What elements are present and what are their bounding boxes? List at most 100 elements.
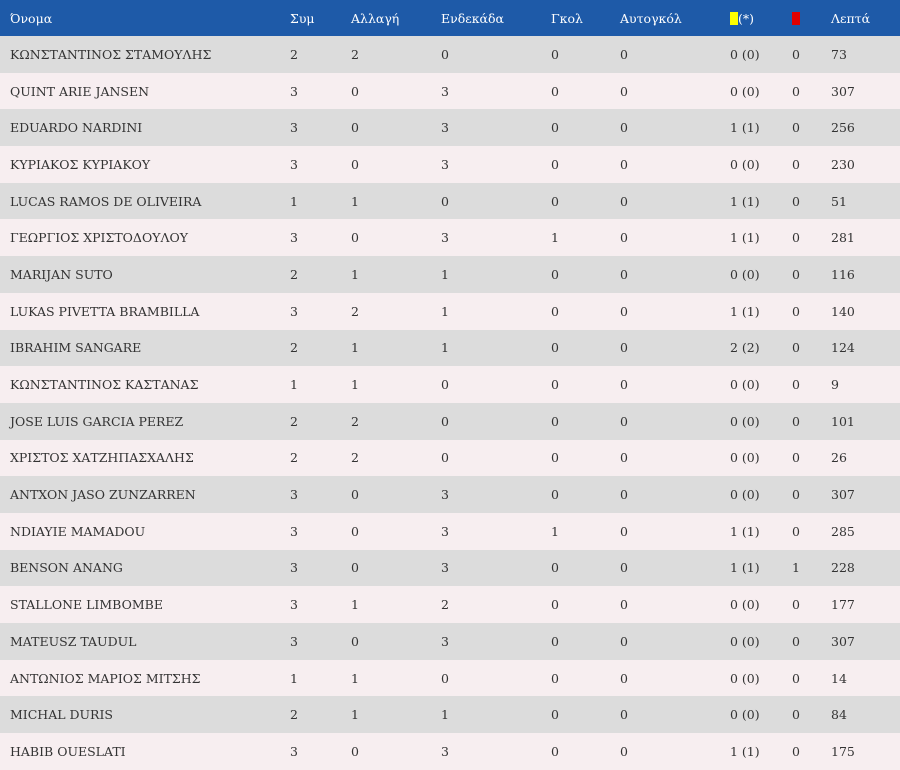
goals-cell: 0 xyxy=(551,487,559,503)
own-goals-cell: 0 xyxy=(620,266,628,282)
starting-eleven-cell: 3 xyxy=(441,230,449,246)
starting-eleven-cell: 0 xyxy=(441,46,449,62)
player-name-cell[interactable]: NDIAYIE MAMADOU xyxy=(10,523,146,539)
yellow-cards-cell: 0 (0) xyxy=(730,413,760,429)
column-header-lepta[interactable]: Λεπτά xyxy=(831,10,871,26)
player-name-cell[interactable]: BENSON ANANG xyxy=(10,560,123,576)
goals-cell: 0 xyxy=(551,120,559,136)
column-header-autogkol[interactable]: Αυτογκόλ xyxy=(620,10,682,26)
player-name-cell[interactable]: LUCAS RAMOS DE OLIVEIRA xyxy=(10,193,202,209)
starting-eleven-cell: 1 xyxy=(441,303,449,319)
minutes-cell: 73 xyxy=(831,46,847,62)
minutes-cell: 9 xyxy=(831,377,839,393)
player-name-cell[interactable]: ANTXON JASO ZUNZARREN xyxy=(10,487,196,503)
goals-cell: 0 xyxy=(551,670,559,686)
table-row: STALLONE LIMBOMBE 3 1 2 0 0 0 (0) 0 177 xyxy=(0,586,900,623)
minutes-cell: 14 xyxy=(831,670,847,686)
substitutions-cell: 1 xyxy=(351,377,359,393)
table-row: ΧΡΙΣΤΟΣ ΧΑΤΖΗΠΑΣΧΑΛΗΣ 2 2 0 0 0 0 (0) 0 26 xyxy=(0,439,900,477)
table-row: LUCAS RAMOS DE OLIVEIRA 1 1 0 0 0 1 (1) 0 51 xyxy=(0,182,900,220)
table-row: IBRAHIM SANGARE 2 1 1 0 0 2 (2) 0 124 xyxy=(0,329,900,367)
player-name-cell[interactable]: HABIB OUESLATI xyxy=(10,743,126,759)
player-name-cell[interactable]: ΓΕΩΡΓΙΟΣ ΧΡΙΣΤΟΔΟΥΛΟΥ xyxy=(10,230,188,246)
player-name-cell[interactable]: MATEUSZ TAUDUL xyxy=(10,633,137,649)
table-row: MARIJAN SUTO 2 1 1 0 0 0 (0) 0 116 xyxy=(0,256,900,293)
red-cards-cell: 0 xyxy=(792,743,800,759)
appearances-cell: 3 xyxy=(290,120,298,136)
column-header-yellow-cards[interactable]: (*) xyxy=(730,11,792,26)
starting-eleven-cell: 1 xyxy=(441,340,449,356)
table-row: QUINT ARIE JANSEN 3 0 3 0 0 0 (0) 0 307 xyxy=(0,72,900,110)
own-goals-cell: 0 xyxy=(620,120,628,136)
yellow-cards-cell: 0 (0) xyxy=(730,487,760,503)
appearances-cell: 3 xyxy=(290,597,298,613)
yellow-cards-cell: 1 (1) xyxy=(730,193,760,209)
table-row: ΚΥΡΙΑΚΟΣ ΚΥΡΙΑΚΟΥ 3 0 3 0 0 0 (0) 0 230 xyxy=(0,146,900,183)
player-name-cell[interactable]: MICHAL DURIS xyxy=(10,707,113,723)
goals-cell: 0 xyxy=(551,413,559,429)
yellow-cards-cell: 0 (0) xyxy=(730,707,760,723)
minutes-cell: 51 xyxy=(831,193,847,209)
player-name-cell[interactable]: ΑΝΤΩΝΙΟΣ ΜΑΡΙΟΣ ΜΙΤΣΗΣ xyxy=(10,670,201,686)
player-name-cell[interactable]: ΧΡΙΣΤΟΣ ΧΑΤΖΗΠΑΣΧΑΛΗΣ xyxy=(10,450,194,466)
yellow-cards-cell: 0 (0) xyxy=(730,377,760,393)
minutes-cell: 307 xyxy=(831,487,855,503)
red-cards-cell: 0 xyxy=(792,597,800,613)
goals-cell: 0 xyxy=(551,377,559,393)
player-name-cell[interactable]: IBRAHIM SANGARE xyxy=(10,340,142,356)
goals-cell: 1 xyxy=(551,523,559,539)
player-name-cell[interactable]: ΚΩΝΣΤΑΝΤΙΝΟΣ ΚΑΣΤΑΝΑΣ xyxy=(10,377,199,393)
goals-cell: 0 xyxy=(551,266,559,282)
own-goals-cell: 0 xyxy=(620,707,628,723)
own-goals-cell: 0 xyxy=(620,523,628,539)
minutes-cell: 285 xyxy=(831,523,855,539)
minutes-cell: 84 xyxy=(831,707,847,723)
appearances-cell: 2 xyxy=(290,340,298,356)
column-header-gkol[interactable]: Γκολ xyxy=(551,10,583,26)
red-cards-cell: 1 xyxy=(792,560,800,576)
column-header-name[interactable]: Όνομα xyxy=(10,10,53,26)
own-goals-cell: 0 xyxy=(620,413,628,429)
own-goals-cell: 0 xyxy=(620,156,628,172)
goals-cell: 0 xyxy=(551,83,559,99)
appearances-cell: 2 xyxy=(290,450,298,466)
yellow-cards-cell: 0 (0) xyxy=(730,670,760,686)
goals-cell: 0 xyxy=(551,193,559,209)
appearances-cell: 2 xyxy=(290,46,298,62)
red-cards-cell: 0 xyxy=(792,266,800,282)
red-cards-cell: 0 xyxy=(792,377,800,393)
table-header: Όνομα Συμ Αλλαγή Ενδεκάδα Γκολ Αυτογκόλ … xyxy=(0,0,900,36)
substitutions-cell: 2 xyxy=(351,413,359,429)
red-cards-cell: 0 xyxy=(792,707,800,723)
column-header-red-cards[interactable] xyxy=(792,11,831,26)
table-row: ANTXON JASO ZUNZARREN 3 0 3 0 0 0 (0) 0 307 xyxy=(0,476,900,513)
column-header-endekada[interactable]: Ενδεκάδα xyxy=(441,10,504,26)
starting-eleven-cell: 0 xyxy=(441,450,449,466)
substitutions-cell: 1 xyxy=(351,266,359,282)
column-header-allagi[interactable]: Αλλαγή xyxy=(351,10,400,26)
appearances-cell: 3 xyxy=(290,83,298,99)
appearances-cell: 1 xyxy=(290,377,298,393)
player-name-cell[interactable]: LUKAS PIVETTA BRAMBILLA xyxy=(10,303,200,319)
player-name-cell[interactable]: ΚΩΝΣΤΑΝΤΙΝΟΣ ΣΤΑΜΟΥΛΗΣ xyxy=(10,46,212,62)
starting-eleven-cell: 2 xyxy=(441,597,449,613)
player-name-cell[interactable]: ΚΥΡΙΑΚΟΣ ΚΥΡΙΑΚΟΥ xyxy=(10,156,151,172)
table-row: ΓΕΩΡΓΙΟΣ ΧΡΙΣΤΟΔΟΥΛΟΥ 3 0 3 1 0 1 (1) 0 281 xyxy=(0,219,900,257)
table-body: ΚΩΝΣΤΑΝΤΙΝΟΣ ΣΤΑΜΟΥΛΗΣ 2 2 0 0 0 0 (0) 0 73 QUINT… xyxy=(0,36,900,770)
table-row: HABIB OUESLATI 3 0 3 0 0 1 (1) 0 175 xyxy=(0,733,900,770)
red-cards-cell: 0 xyxy=(792,303,800,319)
appearances-cell: 3 xyxy=(290,523,298,539)
column-header-sym[interactable]: Συμ xyxy=(290,10,315,26)
red-cards-cell: 0 xyxy=(792,450,800,466)
player-name-cell[interactable]: STALLONE LIMBOMBE xyxy=(10,597,163,613)
player-name-cell[interactable]: EDUARDO NARDINI xyxy=(10,120,143,136)
red-cards-cell: 0 xyxy=(792,670,800,686)
goals-cell: 0 xyxy=(551,560,559,576)
starting-eleven-cell: 0 xyxy=(441,193,449,209)
substitutions-cell: 2 xyxy=(351,303,359,319)
player-name-cell[interactable]: JOSE LUIS GARCIA PEREZ xyxy=(10,413,184,429)
goals-cell: 0 xyxy=(551,633,559,649)
player-name-cell[interactable]: QUINT ARIE JANSEN xyxy=(10,83,150,99)
goals-cell: 0 xyxy=(551,707,559,723)
player-name-cell[interactable]: MARIJAN SUTO xyxy=(10,266,113,282)
